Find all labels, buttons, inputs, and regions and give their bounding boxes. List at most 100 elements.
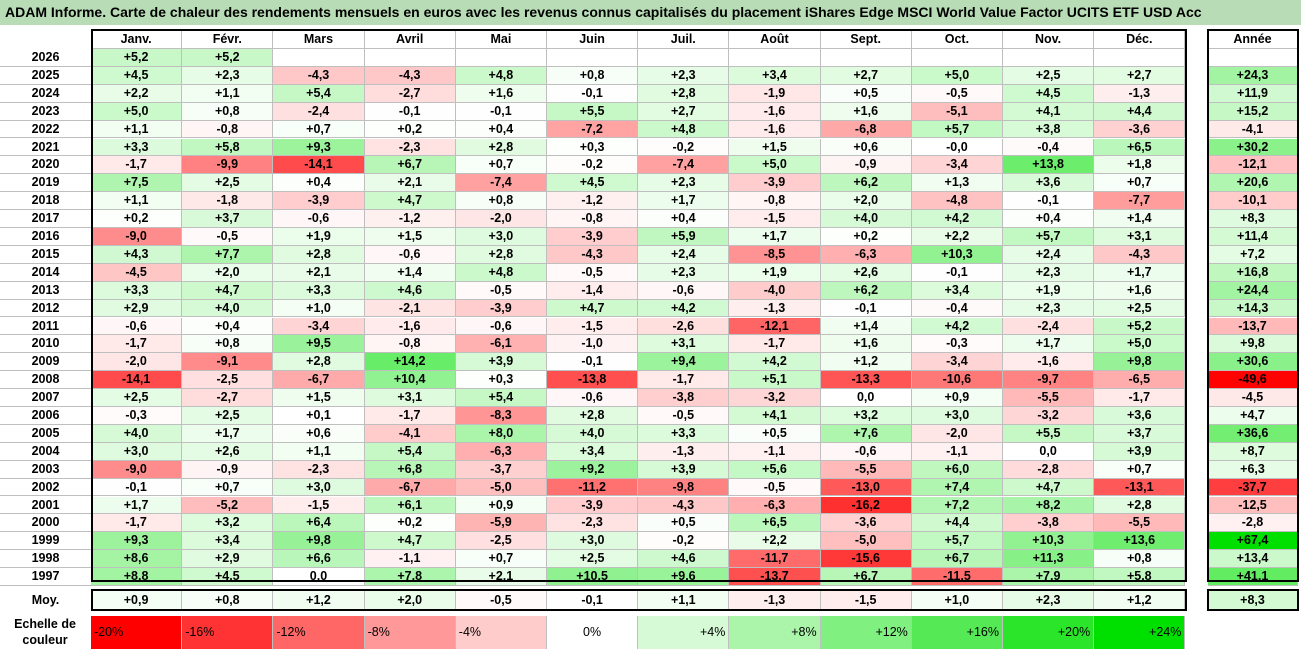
heatmap-cell: +1,0 [273, 299, 365, 318]
heatmap-cell: +1,7 [1094, 263, 1186, 282]
heatmap-cell: -10,6 [911, 371, 1003, 390]
year-label: 2009 [0, 353, 91, 372]
heatmap-cell: +4,2 [638, 299, 730, 318]
year-label: 2000 [0, 514, 91, 533]
heatmap-cell: +7,5 [91, 174, 183, 193]
heatmap-cell: +1,6 [820, 335, 912, 354]
annual-cell: +16,8 [1208, 263, 1298, 282]
heatmap-cell: +7,7 [182, 245, 274, 264]
annual-cell: -12,1 [1208, 156, 1298, 175]
heatmap-cell: -4,5 [91, 263, 183, 282]
heatmap-cell: -0,2 [638, 138, 730, 157]
heatmap-cell: +3,7 [1094, 424, 1186, 443]
year-label: 2016 [0, 228, 91, 246]
heatmap-cell: +9,8 [273, 532, 365, 551]
heatmap-cell: +3,7 [182, 210, 274, 228]
month-header: Févr. [182, 29, 274, 49]
heatmap-cell: +0,6 [820, 138, 912, 157]
heatmap-cell: -1,3 [729, 299, 821, 318]
heatmap-cell: +1,7 [729, 228, 821, 246]
heatmap-cell: -7,4 [638, 156, 730, 175]
annual-cell: +4,7 [1208, 407, 1298, 425]
heatmap-cell: +1,7 [638, 192, 730, 211]
month-header: Janv. [91, 29, 183, 49]
heatmap-cell: +0,3 [547, 138, 639, 157]
annual-cell: +9,8 [1208, 335, 1298, 354]
heatmap-cell: +2,5 [91, 389, 183, 407]
heatmap-cell: -0,6 [91, 317, 183, 336]
heatmap-cell: +13,8 [1003, 156, 1095, 175]
heatmap-cell: +4,4 [1094, 102, 1186, 121]
month-header: Sept. [820, 29, 912, 49]
heatmap-cell: -9,1 [182, 353, 274, 372]
heatmap-cell: -6,7 [364, 478, 456, 497]
heatmap-cell: +7,2 [911, 496, 1003, 515]
heatmap-cell: +1,1 [273, 442, 365, 461]
annual-cell: -49,6 [1208, 371, 1298, 390]
heatmap-cell: +14,2 [364, 353, 456, 372]
heatmap-cell [729, 49, 821, 67]
heatmap-cell: 0,0 [273, 568, 365, 586]
heatmap-cell: -0,8 [729, 192, 821, 211]
heatmap-cell: -1,3 [638, 442, 730, 461]
heatmap-cell: -0,8 [182, 120, 274, 139]
annual-cell: +24,4 [1208, 281, 1298, 300]
heatmap-cell: +4,7 [1003, 478, 1095, 497]
average-cell: -0,5 [455, 590, 547, 610]
annual-cell: -12,5 [1208, 496, 1298, 515]
heatmap-cell: -16,2 [820, 496, 912, 515]
heatmap-cell: -11,7 [729, 550, 821, 569]
heatmap-cell: -6,3 [820, 245, 912, 264]
heatmap-cell: -1,0 [547, 335, 639, 354]
month-header: Nov. [1003, 29, 1095, 49]
month-header: Août [729, 29, 821, 49]
heatmap-cell: -1,8 [182, 192, 274, 211]
year-label: 2002 [0, 479, 91, 497]
heatmap-cell: +9,5 [273, 335, 365, 354]
heatmap-cell: +3,4 [182, 532, 274, 551]
heatmap-cell: +3,4 [547, 442, 639, 461]
heatmap-cell: +1,7 [1003, 335, 1095, 354]
heatmap-cell: +10,3 [1003, 532, 1095, 551]
heatmap-cell: +0,5 [729, 424, 821, 443]
heatmap-cell: -0,3 [911, 335, 1003, 354]
heatmap-cell: -13,1 [1094, 478, 1186, 497]
heatmap-cell: +4,7 [364, 532, 456, 551]
heatmap-cell: +11,3 [1003, 550, 1095, 569]
heatmap-cell: -2,3 [547, 514, 639, 533]
heatmap-cell: -0,3 [91, 407, 183, 425]
heatmap-cell: +4,2 [911, 317, 1003, 336]
heatmap-cell: -5,5 [1003, 389, 1095, 407]
heatmap-cell: -5,5 [820, 460, 912, 479]
heatmap-cell: -3,4 [911, 156, 1003, 175]
annual-cell: +41,1 [1208, 568, 1298, 586]
heatmap-cell: +0,7 [1094, 174, 1186, 193]
annual-cell: -2,8 [1208, 514, 1298, 533]
heatmap-cell: +3,2 [820, 407, 912, 425]
heatmap-cell: -2,4 [273, 102, 365, 121]
heatmap-cell: -1,6 [1003, 353, 1095, 372]
heatmap-cell: -0,6 [364, 245, 456, 264]
heatmap-cell: -2,0 [455, 210, 547, 228]
heatmap-cell: -11,2 [547, 478, 639, 497]
heatmap-cell: -1,3 [1094, 84, 1186, 103]
annual-cell: +67,4 [1208, 532, 1298, 551]
heatmap-cell: +6,6 [273, 550, 365, 569]
year-label: 2019 [0, 174, 91, 193]
average-cell: +1,2 [273, 590, 365, 610]
heatmap-cell: +6,7 [364, 156, 456, 175]
heatmap-cell: +3,3 [273, 281, 365, 300]
year-label: 2007 [0, 389, 91, 407]
annual-cell: -10,1 [1208, 192, 1298, 211]
heatmap-cell: -1,1 [911, 442, 1003, 461]
heatmap-cell: +6,2 [820, 281, 912, 300]
heatmap-cell: -3,6 [1094, 120, 1186, 139]
heatmap-cell: -1,6 [729, 120, 821, 139]
heatmap-cell: -9,8 [638, 478, 730, 497]
month-header: Oct. [911, 29, 1003, 49]
year-label: 2026 [0, 49, 91, 67]
heatmap-cell: -0,1 [455, 102, 547, 121]
color-scale-swatch: -20% [91, 616, 183, 649]
chart-title: ADAM Informe. Carte de chaleur des rende… [0, 0, 1301, 25]
heatmap-cell: -4,1 [364, 424, 456, 443]
